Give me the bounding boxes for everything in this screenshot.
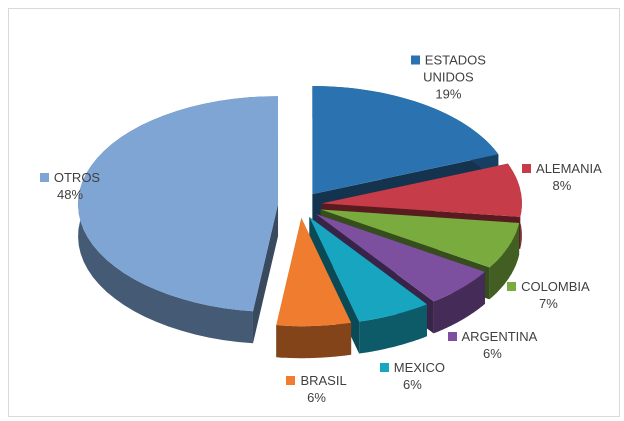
category-label: OTROS [53, 170, 101, 186]
legend-swatch [522, 164, 532, 174]
category-label: ALEMANIA [536, 161, 602, 177]
category-label: BRASIL [300, 373, 347, 389]
slice-side [489, 223, 520, 300]
legend-swatch [507, 282, 517, 292]
slice [78, 96, 279, 312]
slice-side [433, 271, 485, 334]
value-label: 48% [56, 187, 84, 203]
category-label: ARGENTINA [461, 328, 538, 344]
value-label: 6% [402, 376, 422, 392]
data-label: ALEMANIA 8% [502, 160, 622, 194]
chart-frame [8, 8, 620, 417]
slice-side [276, 322, 352, 359]
data-label: ESTADOS UNIDOS 19% [388, 52, 508, 103]
slice-group [276, 218, 352, 359]
data-label: ARGENTINA 6% [432, 328, 552, 362]
legend-swatch [286, 376, 296, 386]
data-label: MEXICO 6% [352, 359, 472, 393]
slice [312, 86, 499, 195]
data-label: COLOMBIA 7% [488, 278, 608, 312]
slice [320, 209, 520, 268]
data-label: OTROS 48% [10, 169, 130, 203]
legend-swatch [39, 173, 49, 183]
value-label: 7% [538, 296, 558, 312]
slice [316, 214, 485, 302]
slice-side [359, 304, 427, 354]
value-label: 6% [483, 345, 502, 361]
category-label: COLOMBIA [521, 279, 590, 295]
category-label: ESTADOS UNIDOS [423, 52, 486, 85]
slice [276, 218, 352, 327]
value-label: 19% [435, 86, 462, 102]
data-label: BRASIL 6% [257, 372, 377, 406]
slice-wall [252, 204, 279, 344]
slice [309, 216, 427, 322]
legend-swatch [447, 331, 457, 341]
value-label: 8% [552, 178, 572, 194]
slice-group [78, 96, 279, 344]
value-label: 6% [307, 390, 326, 406]
slice [321, 163, 522, 217]
category-label: MEXICO [393, 359, 446, 375]
legend-swatch [410, 55, 420, 65]
legend-swatch [379, 362, 389, 372]
